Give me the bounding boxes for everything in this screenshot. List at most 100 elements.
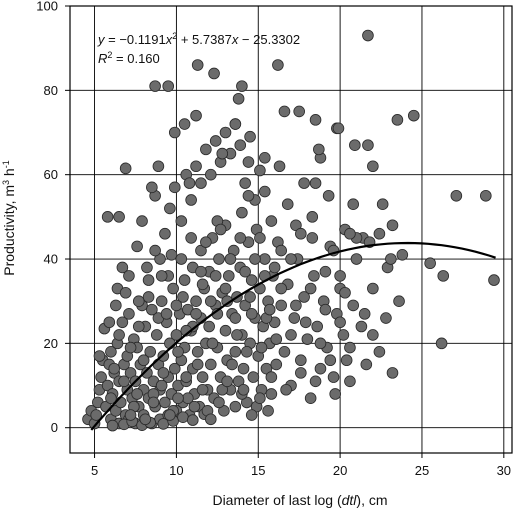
data-point <box>255 341 268 354</box>
data-point <box>435 337 448 350</box>
data-point <box>108 362 120 375</box>
data-point <box>196 278 209 291</box>
data-point <box>167 282 179 295</box>
data-point <box>314 337 327 350</box>
data-point <box>185 232 197 244</box>
data-point <box>175 253 188 265</box>
data-point <box>488 274 500 286</box>
data-point <box>191 345 204 358</box>
data-point <box>113 329 125 341</box>
data-point <box>139 413 152 426</box>
data-point <box>367 282 379 295</box>
data-point <box>322 189 335 202</box>
data-point <box>254 392 266 404</box>
x-tick-label: 30 <box>497 463 511 478</box>
data-point <box>329 388 342 400</box>
data-point <box>350 253 363 265</box>
data-point <box>450 189 463 202</box>
data-point <box>118 375 130 388</box>
data-point <box>295 367 307 379</box>
data-point <box>332 122 345 135</box>
data-point <box>298 291 310 303</box>
y-tick-label: 60 <box>44 167 58 182</box>
data-point <box>373 227 386 240</box>
data-point <box>222 270 235 282</box>
data-point <box>170 299 183 312</box>
data-point <box>119 162 132 175</box>
data-point <box>334 316 346 329</box>
data-point <box>247 371 260 383</box>
data-point <box>224 253 237 265</box>
data-point <box>203 320 215 333</box>
data-point <box>150 329 163 341</box>
data-point <box>216 147 229 160</box>
data-point <box>362 29 374 42</box>
data-point <box>288 312 301 324</box>
data-point <box>149 80 161 92</box>
data-point <box>131 240 143 253</box>
data-point <box>229 400 242 413</box>
data-point <box>204 358 217 371</box>
data-point <box>275 282 287 295</box>
data-point <box>136 215 148 227</box>
data-point <box>110 299 122 312</box>
data-point <box>101 211 114 223</box>
data-point <box>219 126 232 139</box>
data-point <box>106 419 119 432</box>
data-point <box>191 59 204 71</box>
data-point <box>204 295 217 307</box>
y-tick-label: 80 <box>44 83 58 98</box>
data-point <box>204 168 217 181</box>
data-point <box>344 227 356 240</box>
data-point <box>259 253 271 265</box>
data-point <box>245 274 258 286</box>
data-point <box>190 160 202 173</box>
data-point <box>157 367 170 379</box>
data-point <box>155 379 168 392</box>
data-point <box>105 392 117 404</box>
data-point <box>186 414 199 426</box>
data-point <box>290 299 302 312</box>
data-point <box>293 105 305 118</box>
data-point <box>358 308 371 320</box>
data-point <box>367 160 379 173</box>
data-point <box>385 253 397 265</box>
data-point <box>226 358 238 371</box>
data-point <box>190 109 202 122</box>
data-point <box>152 160 165 173</box>
data-point <box>116 261 129 274</box>
data-point <box>306 211 319 223</box>
data-point <box>123 270 135 282</box>
data-point <box>309 114 322 126</box>
data-point <box>90 409 102 421</box>
x-axis-title: Diameter of last log (dtl), cm <box>212 492 387 508</box>
data-point <box>298 177 310 189</box>
data-point <box>146 303 158 316</box>
data-point <box>141 367 153 379</box>
data-point <box>168 181 181 194</box>
data-point <box>131 388 143 400</box>
data-point <box>159 227 171 240</box>
data-point <box>196 371 209 383</box>
x-tick-label: 15 <box>251 463 265 478</box>
data-point <box>141 261 153 274</box>
data-point <box>188 400 201 413</box>
data-point <box>185 194 197 206</box>
data-point <box>308 270 320 282</box>
data-point <box>480 189 492 202</box>
data-point <box>219 324 232 337</box>
data-point <box>242 189 255 202</box>
data-point <box>245 308 258 320</box>
data-point <box>237 383 250 396</box>
data-point <box>234 232 247 244</box>
regression-equation: y = −0.1191x2 + 5.7387x − 25.3302 <box>97 31 300 47</box>
data-point <box>236 206 248 219</box>
data-point <box>391 114 404 126</box>
y-tick-label: 20 <box>44 336 58 351</box>
data-point <box>142 291 155 303</box>
data-point <box>103 316 116 329</box>
data-point <box>301 333 314 345</box>
data-point <box>285 253 297 265</box>
data-point <box>278 105 291 118</box>
data-point <box>160 308 173 320</box>
